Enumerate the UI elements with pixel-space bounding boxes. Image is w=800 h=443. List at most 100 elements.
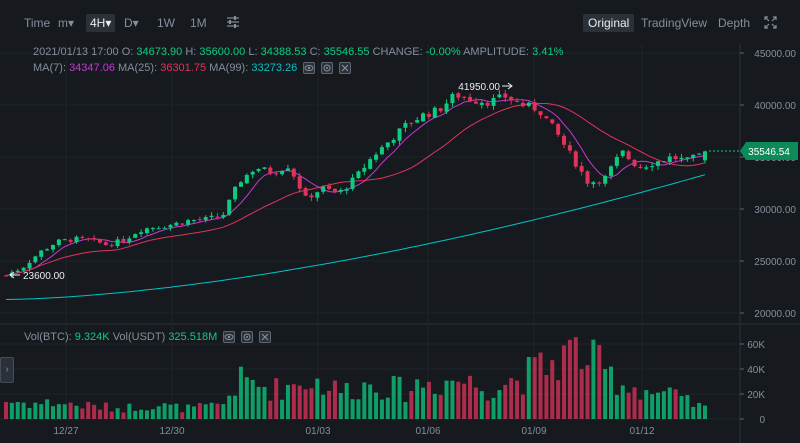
candle-body	[620, 150, 625, 156]
candle-body	[315, 192, 320, 198]
candle-body	[597, 182, 602, 184]
volume-bar	[285, 384, 290, 419]
volume-bar	[644, 390, 649, 419]
volume-bar	[139, 409, 144, 419]
volume-info-row: Vol(BTC): 9.324K Vol(USDT) 325.518M	[24, 331, 272, 344]
volume-bar	[191, 406, 196, 419]
volume-bar	[397, 376, 402, 419]
volume-bar	[233, 395, 238, 419]
candle-body	[362, 167, 367, 172]
candle-body	[39, 250, 44, 257]
volume-tick-label: 40K	[747, 365, 765, 376]
volume-bar	[268, 400, 273, 419]
candle-body	[409, 122, 414, 124]
candle-body	[280, 171, 285, 175]
candle-body	[133, 234, 138, 238]
candle-body	[191, 219, 196, 221]
volume-bar	[221, 404, 226, 419]
change-label: CHANGE:	[372, 46, 423, 58]
volume-bar	[68, 402, 73, 419]
candle-body	[538, 111, 543, 116]
fullscreen-icon[interactable]	[764, 16, 777, 34]
volume-bar	[238, 366, 243, 419]
view-tradingview-button[interactable]: TradingView	[641, 16, 708, 30]
volume-bar	[391, 375, 396, 419]
eye-icon[interactable]	[303, 62, 316, 75]
candle-body	[591, 182, 596, 185]
candle-body	[180, 223, 185, 225]
volume-bar	[544, 374, 549, 419]
volume-bar	[667, 387, 672, 419]
week-interval-button[interactable]: 1W	[157, 16, 175, 30]
candle-body	[550, 119, 555, 124]
candle-body	[103, 242, 108, 245]
candle-body	[374, 154, 379, 160]
volume-bar	[103, 402, 108, 419]
candle-body	[603, 176, 608, 184]
candle-body	[203, 217, 208, 220]
candle-body	[168, 225, 173, 228]
candle-body	[332, 188, 337, 192]
candle-body	[503, 93, 508, 98]
settings-sliders-icon[interactable]	[226, 15, 240, 33]
candle-body	[426, 114, 431, 117]
candle-body	[139, 232, 144, 234]
volume-bar	[4, 402, 8, 419]
volume-bar	[338, 393, 343, 419]
view-original-button[interactable]: Original	[583, 14, 635, 32]
volume-bar	[432, 393, 437, 419]
volume-bar	[9, 402, 14, 419]
volume-bar	[156, 406, 161, 419]
candle-body	[456, 93, 461, 98]
ma99-value: 33273.26	[251, 62, 298, 74]
month-interval-button[interactable]: 1M	[190, 16, 207, 30]
candle-body	[391, 139, 396, 143]
amplitude-label: AMPLITUDE:	[463, 46, 530, 58]
candle-body	[520, 102, 525, 107]
ma99-line	[5, 174, 706, 300]
candle-body	[468, 96, 473, 102]
volume-bar	[86, 401, 91, 419]
candle-body	[485, 102, 490, 106]
price-tick-label: 20000.00	[754, 309, 796, 320]
view-depth-button[interactable]: Depth	[718, 16, 751, 30]
volume-bar	[462, 383, 467, 419]
vol-close-icon[interactable]	[259, 331, 272, 344]
volume-bar	[280, 399, 285, 419]
time-button[interactable]: Time	[24, 16, 51, 30]
close-icon[interactable]	[339, 62, 352, 75]
volume-bar	[121, 412, 126, 419]
low-annotation-arrow	[9, 271, 20, 279]
candle-body	[303, 188, 308, 196]
minute-interval-dropdown[interactable]: m▾	[58, 16, 75, 30]
amplitude-value: 3.41%	[532, 46, 564, 58]
candle-body	[567, 145, 572, 151]
candle-body	[444, 103, 449, 112]
vol-eye-icon[interactable]	[223, 331, 236, 344]
vol-settings-icon[interactable]	[241, 331, 254, 344]
volume-bar	[209, 402, 214, 419]
expand-panel-button[interactable]: ›	[0, 357, 14, 383]
volume-bar	[197, 403, 202, 419]
candle-body	[291, 168, 296, 177]
candle-body	[92, 238, 97, 240]
settings-icon[interactable]	[321, 62, 334, 75]
volume-bar	[520, 394, 525, 419]
volume-bar	[244, 377, 249, 419]
change-value: -0.00%	[425, 46, 461, 58]
interval-4h-dropdown[interactable]: 4H▾	[86, 14, 116, 32]
candle-body	[673, 156, 678, 160]
volume-bar	[438, 394, 443, 419]
volume-bar	[144, 410, 149, 419]
candle-body	[356, 171, 361, 178]
vol-btc-label: Vol(BTC):	[24, 331, 72, 343]
candle-body	[227, 199, 232, 215]
volume-bar	[127, 403, 132, 419]
volume-bar	[379, 399, 384, 419]
day-interval-dropdown[interactable]: D▾	[124, 16, 139, 30]
candle-body	[144, 228, 149, 234]
volume-bar	[327, 390, 332, 419]
candle-body	[509, 96, 514, 101]
candle-body	[685, 157, 690, 159]
